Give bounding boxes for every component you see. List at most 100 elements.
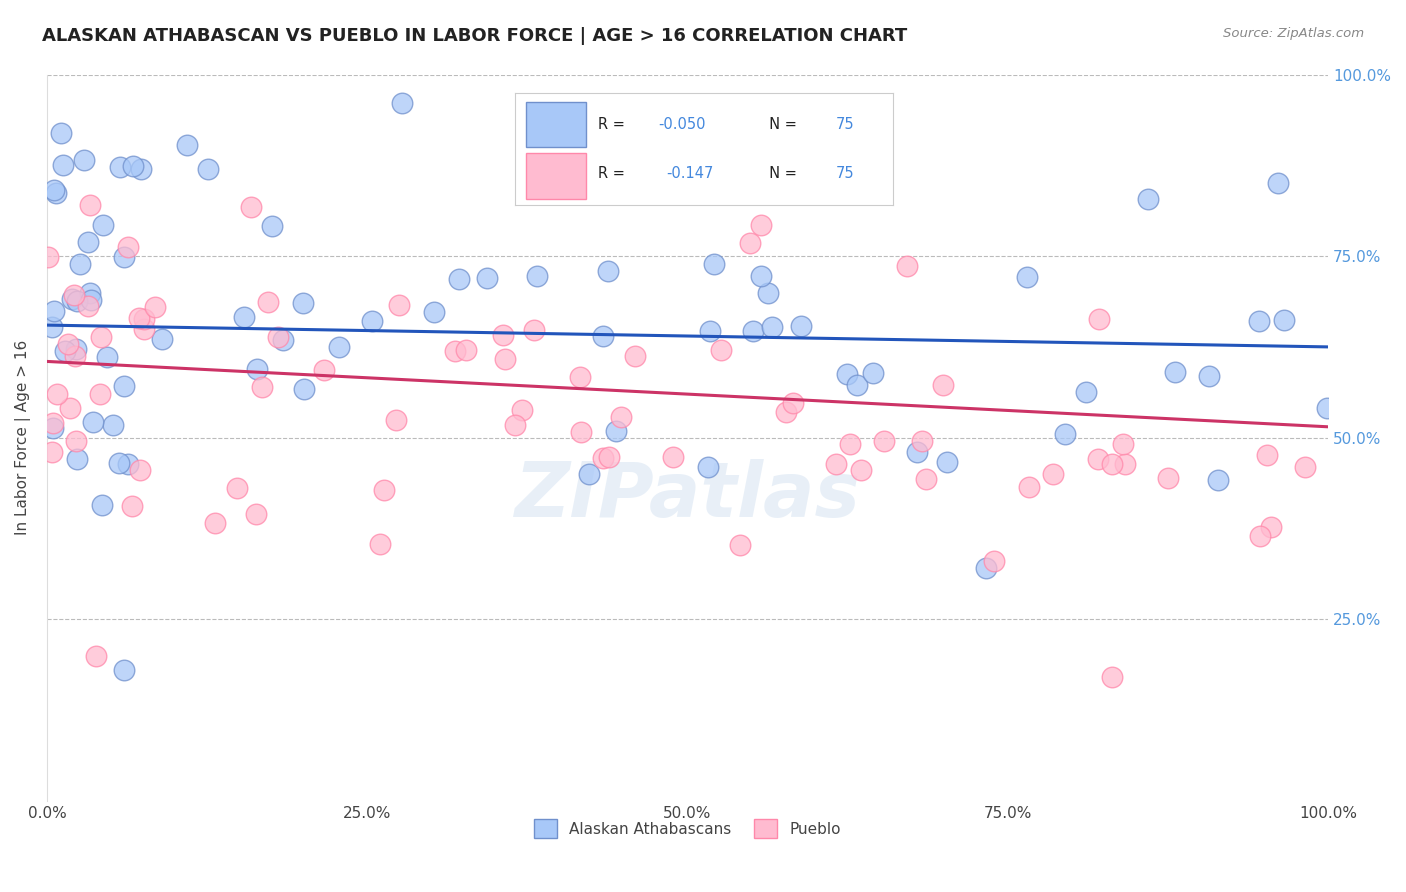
Point [510,402,533,417]
Point [129,161,152,176]
Point [454,343,477,357]
Point [905,444,928,458]
Point [605,424,627,438]
Point [1198,368,1220,383]
Point [1157,471,1180,485]
Point [77,235,100,250]
Point [37,250,59,264]
Point [742,324,765,338]
Point [447,271,470,285]
Point [624,349,647,363]
Point [86,648,108,663]
Point [1017,269,1039,284]
Point [931,378,953,392]
Point [108,456,131,470]
Point [846,378,869,392]
Point [444,343,467,358]
Point [1164,365,1187,379]
Point [1136,192,1159,206]
Text: Source: ZipAtlas.com: Source: ZipAtlas.com [1223,27,1364,40]
Point [1018,480,1040,494]
Point [250,380,273,394]
Point [91,498,114,512]
Point [121,159,143,173]
Point [65,342,87,356]
Point [41,320,63,334]
Point [710,343,733,357]
Point [790,319,813,334]
Text: ZIPatlas: ZIPatlas [515,458,860,533]
Point [751,268,773,283]
Point [42,304,65,318]
Point [935,455,957,469]
Point [862,366,884,380]
Point [62,288,84,302]
Point [266,329,288,343]
Point [1088,311,1111,326]
Y-axis label: In Labor Force | Age > 16: In Labor Force | Age > 16 [15,340,31,535]
Point [361,314,384,328]
Point [60,292,83,306]
Point [176,137,198,152]
Point [384,412,406,426]
Point [578,467,600,482]
Point [696,459,718,474]
Point [46,387,69,401]
Point [128,310,150,325]
Point [662,450,685,465]
Point [77,299,100,313]
Point [492,327,515,342]
Point [80,293,103,307]
Point [494,352,516,367]
Point [42,183,65,197]
Point [90,330,112,344]
Point [896,259,918,273]
Point [132,311,155,326]
Point [1101,457,1123,471]
Point [1249,314,1271,328]
Point [824,457,846,471]
Point [1087,452,1109,467]
Point [42,416,65,430]
Point [150,332,173,346]
Point [761,320,783,334]
Point [51,158,73,172]
Point [128,463,150,477]
Point [592,328,614,343]
Point [59,401,82,415]
Point [849,462,872,476]
Point [145,300,167,314]
Point [873,434,896,448]
Point [69,257,91,271]
Point [915,472,938,486]
Point [117,457,139,471]
Point [592,450,614,465]
Point [79,198,101,212]
Point [388,298,411,312]
Point [503,417,526,432]
Point [117,240,139,254]
Point [728,538,751,552]
Point [204,516,226,531]
Point [1114,457,1136,471]
Point [79,285,101,300]
Point [89,387,111,401]
Point [1101,670,1123,684]
Point [96,350,118,364]
Point [292,382,315,396]
Point [1272,312,1295,326]
Point [291,295,314,310]
Point [596,263,619,277]
Point [775,405,797,419]
Text: ALASKAN ATHABASCAN VS PUEBLO IN LABOR FORCE | AGE > 16 CORRELATION CHART: ALASKAN ATHABASCAN VS PUEBLO IN LABOR FO… [42,27,907,45]
Point [112,379,135,393]
Point [226,481,249,495]
Point [134,322,156,336]
Point [1260,520,1282,534]
Point [246,362,269,376]
Point [598,450,620,464]
Point [391,95,413,110]
Point [1256,448,1278,462]
Point [101,417,124,432]
Point [738,235,761,250]
